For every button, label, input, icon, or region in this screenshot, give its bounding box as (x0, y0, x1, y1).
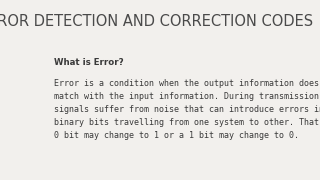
Text: ERROR DETECTION AND CORRECTION CODES: ERROR DETECTION AND CORRECTION CODES (0, 14, 313, 29)
Text: What is Error?: What is Error? (54, 58, 124, 67)
Text: Error is a condition when the output information does not
match with the input i: Error is a condition when the output inf… (54, 79, 320, 140)
